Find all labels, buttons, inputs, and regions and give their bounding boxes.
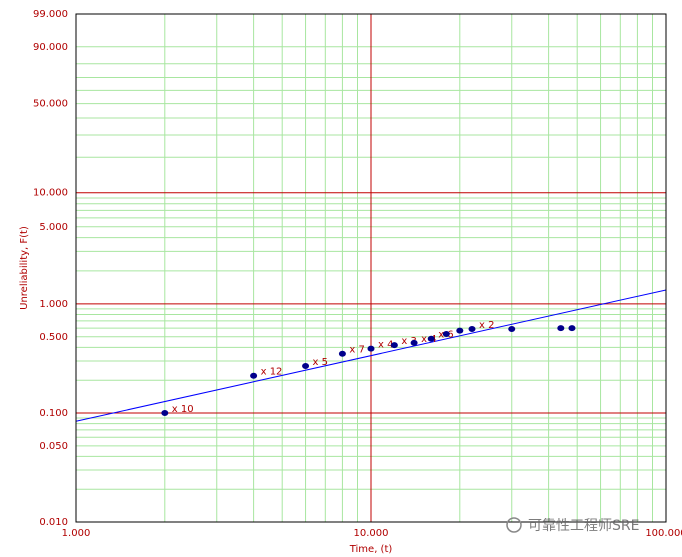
point-label: x 2	[479, 320, 494, 331]
point-label: x 4	[378, 340, 393, 351]
y-tick-label: 0.050	[39, 441, 68, 452]
data-point	[427, 335, 435, 342]
point-label: x 10	[172, 404, 194, 415]
data-point	[456, 327, 464, 334]
point-label: x 12	[261, 367, 283, 378]
data-point	[390, 342, 398, 349]
data-point	[302, 363, 310, 370]
data-point	[557, 325, 565, 332]
watermark: 可靠性工程师SRE	[506, 517, 639, 534]
y-tick-label: 1.000	[39, 299, 68, 310]
data-point	[161, 410, 169, 417]
fit-line	[75, 289, 667, 422]
point-label: x 3	[401, 336, 416, 347]
y-tick-label: 0.500	[39, 332, 68, 343]
data-point	[508, 325, 516, 332]
y-tick-label: 10.000	[33, 188, 68, 199]
x-axis-label: Time, (t)	[349, 544, 393, 555]
y-tick-label: 0.010	[39, 517, 68, 528]
data-point	[338, 350, 346, 357]
x-tick-label: 1.000	[62, 528, 91, 539]
data-point	[468, 325, 476, 332]
y-tick-label: 99.000	[33, 9, 68, 20]
y-tick-label: 50.000	[33, 99, 68, 110]
data-point	[442, 331, 450, 338]
data-point	[410, 339, 418, 346]
x-tick-label: 10.000	[354, 528, 389, 539]
point-label: x 5	[313, 357, 328, 368]
plot-frame	[75, 13, 667, 523]
data-point	[250, 372, 258, 379]
y-tick-label: 0.100	[39, 408, 68, 419]
watermark-icon	[506, 517, 522, 533]
y-tick-label: 90.000	[33, 42, 68, 53]
watermark-text: 可靠性工程师SRE	[528, 518, 639, 534]
point-label: x 7	[349, 345, 364, 356]
data-point	[367, 345, 375, 352]
y-tick-label: 5.000	[39, 222, 68, 233]
y-axis-label: Unreliability, F(t)	[19, 226, 30, 310]
data-point	[568, 325, 576, 332]
x-tick-label: 100.000	[645, 528, 682, 539]
